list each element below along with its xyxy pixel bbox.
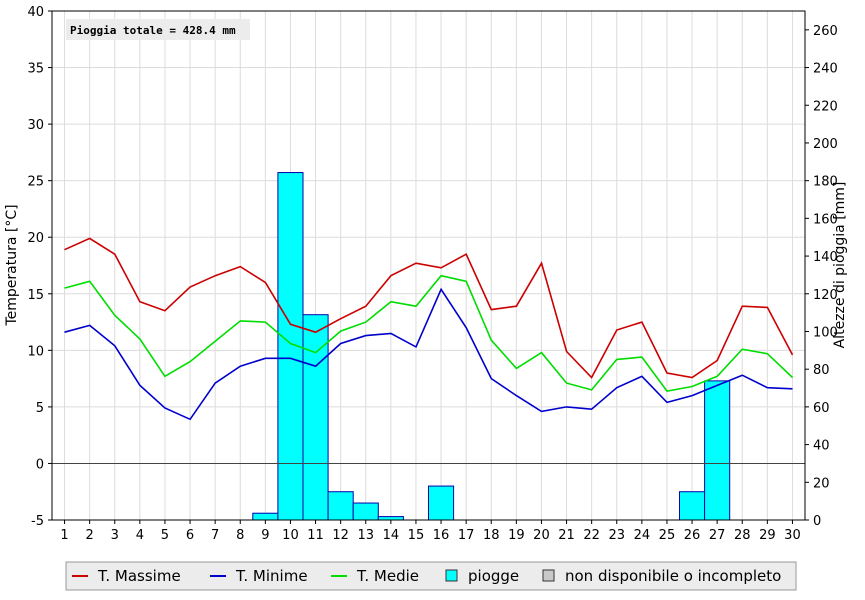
y-tick-label: 10 [27, 344, 44, 359]
x-tick-label: 14 [383, 528, 400, 543]
y2-tick-label: 260 [813, 24, 838, 39]
rain-bar [327, 491, 354, 521]
x-tick-label: 29 [759, 528, 776, 543]
y2-tick-label: 160 [813, 212, 838, 227]
rain-bar [428, 485, 455, 521]
right-axis-title: Altezze di pioggia [mm] [832, 182, 848, 349]
legend-label: piogge [468, 567, 519, 585]
y-tick-label: 5 [36, 401, 44, 416]
x-tick-label: 22 [583, 528, 600, 543]
legend-label: T. Medie [356, 567, 419, 585]
left-axis-title: Temperatura [°C] [4, 204, 20, 326]
y2-tick-label: 60 [813, 401, 830, 416]
rain-bar [704, 380, 731, 521]
x-tick-label: 5 [161, 528, 169, 543]
right-axis-ticks: 0 20 40 60 80 100 120 140 160 180 200 220 240 260 [805, 24, 838, 529]
x-tick-label: 1 [60, 528, 68, 543]
x-tick-label: 4 [136, 528, 144, 543]
y2-tick-label: 200 [813, 137, 838, 152]
y-tick-label: 30 [27, 118, 44, 133]
y2-tick-label: 80 [813, 363, 830, 378]
legend-label: T. Massime [97, 567, 181, 585]
y2-tick-label: 220 [813, 99, 838, 114]
x-tick-label: 25 [659, 528, 676, 543]
x-tick-label: 30 [784, 528, 801, 543]
y2-tick-label: 240 [813, 62, 838, 77]
temperature-lines [64, 237, 794, 421]
left-axis-ticks: -5 0 5 10 15 20 25 30 35 40 [27, 5, 52, 529]
x-tick-label: 19 [508, 528, 525, 543]
y-tick-label: -5 [31, 514, 44, 529]
x-tick-label: 10 [282, 528, 299, 543]
rain-bar [352, 502, 379, 521]
x-tick-label: 3 [111, 528, 119, 543]
x-tick-label: 7 [211, 528, 219, 543]
y2-tick-label: 140 [813, 250, 838, 265]
series-line-t-minime [64, 287, 793, 421]
x-tick-label: 26 [684, 528, 701, 543]
total-rain-annotation: Pioggia totale = 428.4 mm [66, 19, 250, 40]
legend-label: non disponibile o incompleto [565, 567, 781, 585]
y2-tick-label: 180 [813, 175, 838, 190]
plot-frame [51, 10, 806, 521]
x-tick-label: 24 [634, 528, 651, 543]
x-tick-label: 21 [558, 528, 575, 543]
y-tick-label: 35 [27, 62, 44, 77]
series-line-t-medie [64, 274, 794, 392]
rain-bar [377, 516, 404, 521]
x-tick-label: 18 [483, 528, 500, 543]
x-tick-label: 13 [357, 528, 374, 543]
x-tick-label: 17 [458, 528, 475, 543]
x-tick-label: 15 [408, 528, 425, 543]
x-tick-label: 9 [261, 528, 269, 543]
x-tick-label: 27 [709, 528, 726, 543]
x-tick-label: 11 [307, 528, 324, 543]
x-tick-label: 6 [186, 528, 194, 543]
y-tick-label: 15 [27, 288, 44, 303]
y-tick-label: 0 [36, 457, 44, 472]
x-tick-label: 8 [236, 528, 244, 543]
x-tick-label: 2 [86, 528, 94, 543]
y2-tick-label: 100 [813, 325, 838, 340]
legend-label: T. Minime [235, 567, 308, 585]
rain-bars [252, 172, 731, 521]
legend-swatch-box [542, 569, 555, 582]
y2-tick-label: 120 [813, 288, 838, 303]
x-tick-label: 12 [332, 528, 349, 543]
legend: T. Massime T. Minime T. Medie piogge non dis… [65, 561, 797, 591]
y2-tick-label: 0 [813, 514, 821, 529]
x-tick-label: 20 [533, 528, 550, 543]
y-tick-label: 25 [27, 175, 44, 190]
x-tick-label: 23 [608, 528, 625, 543]
total-rain-text: Pioggia totale = 428.4 mm [70, 24, 236, 37]
x-tick-label: 16 [433, 528, 450, 543]
y-tick-label: 40 [27, 5, 44, 20]
legend-swatch-box [445, 569, 458, 582]
rain-bar [679, 491, 706, 521]
y-tick-label: 20 [27, 231, 44, 246]
y2-tick-label: 40 [813, 439, 830, 454]
series-line-t-massime [64, 237, 794, 379]
x-axis-ticks: 1 2 3 4 5 6 7 8 9 10 11 12 13 14 15 16 17 18 19 20 21 22 23 24 2… [60, 520, 801, 543]
y2-tick-label: 20 [813, 476, 830, 491]
x-tick-label: 28 [734, 528, 751, 543]
rain-bar [252, 512, 279, 521]
